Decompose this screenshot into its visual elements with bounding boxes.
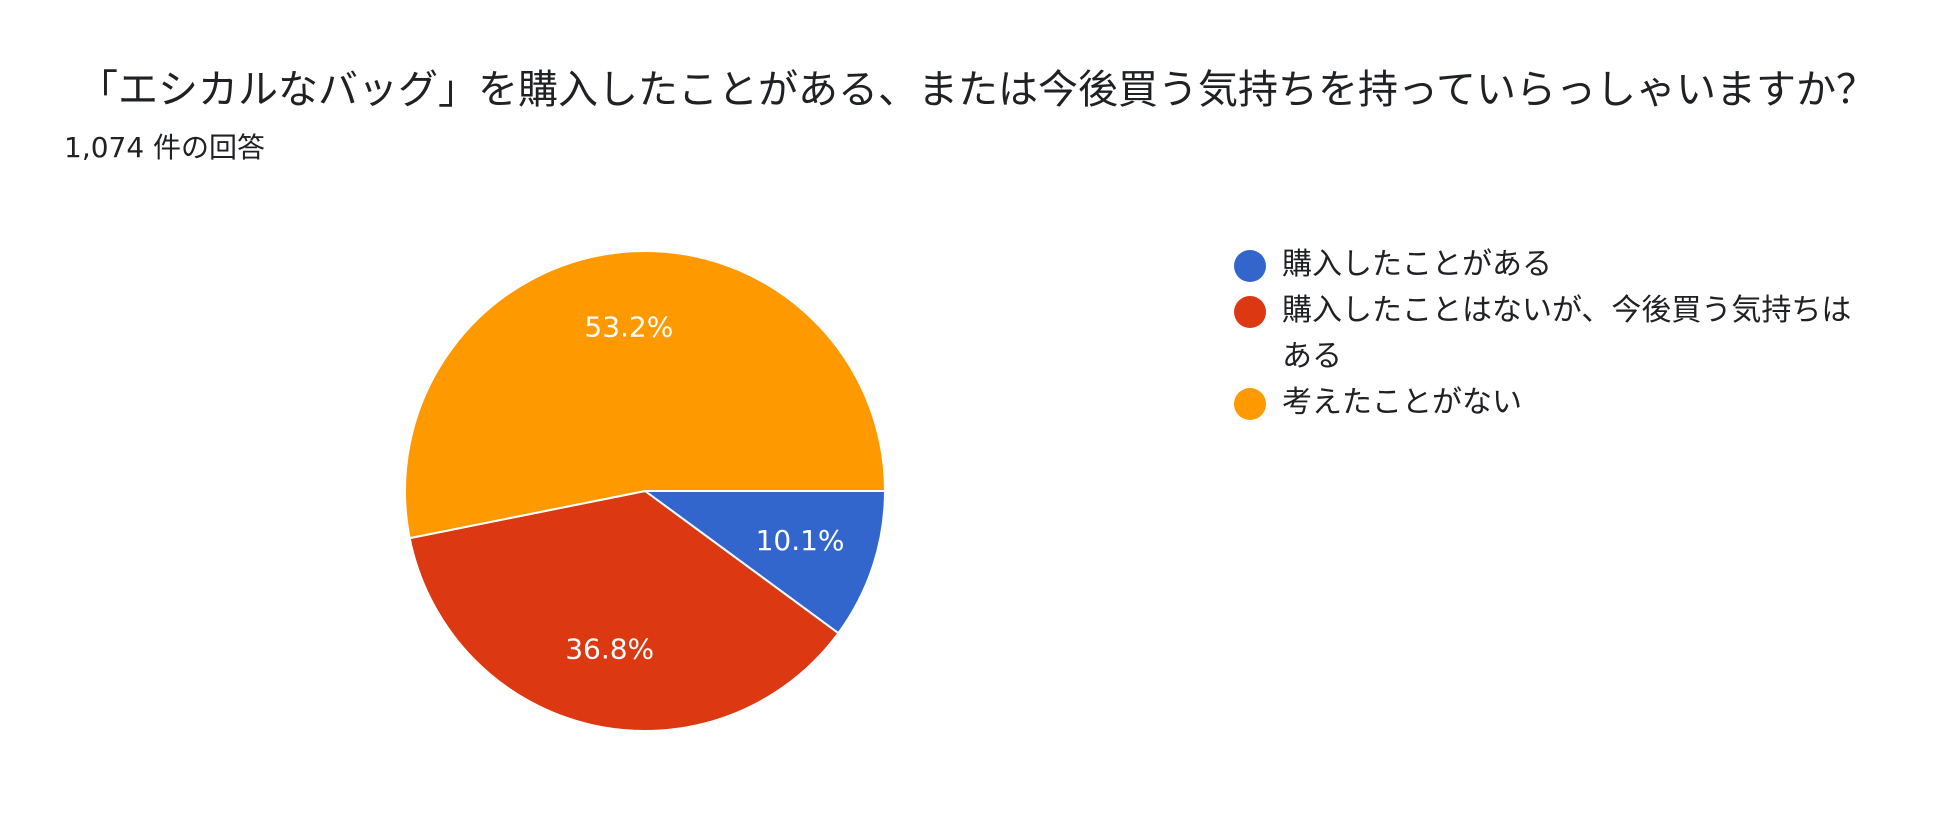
pie-slice-purchased[interactable] [641, 490, 887, 635]
legend-swatch-red [1234, 296, 1266, 328]
pie-label-never-considered: 53.2% [584, 311, 673, 344]
legend-item-purchased[interactable]: 購入したことがある [1234, 242, 1874, 288]
pie-slice-never-considered[interactable] [404, 250, 887, 540]
legend-swatch-blue [1234, 250, 1266, 282]
legend-item-intend-to-buy[interactable]: 購入したことはないが、今後買う気持ちはある [1234, 288, 1874, 380]
legend-label: 考えたことがない [1282, 385, 1522, 420]
response-count: 1,074 件の回答 [64, 131, 266, 164]
legend-label: 購入したことはないが、今後買う気持ちはある [1282, 293, 1852, 374]
legend-label: 購入したことがある [1282, 247, 1552, 282]
pie-label-intend-to-buy: 36.8% [565, 632, 654, 665]
legend-item-never-considered[interactable]: 考えたことがない [1234, 380, 1874, 426]
pie-label-purchased: 10.1% [756, 524, 845, 557]
chart-legend: 購入したことがある 購入したことはないが、今後買う気持ちはある 考えたことがない [1234, 242, 1874, 426]
pie-slice-intend-to-buy[interactable] [408, 489, 840, 732]
chart-title: 「エシカルなバッグ」を購入したことがある、または今後買う気持ちを持っていらっしゃ… [78, 67, 1876, 113]
legend-swatch-orange [1234, 388, 1266, 420]
